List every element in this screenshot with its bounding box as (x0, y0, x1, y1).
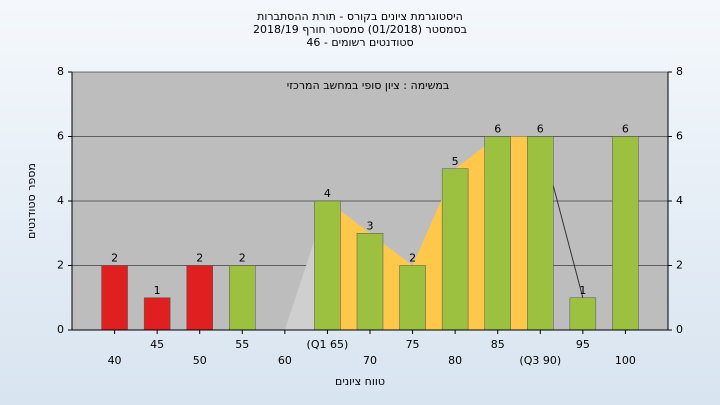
y2-tick-label: 6 (676, 130, 683, 143)
x-tick-label: 55 (235, 338, 249, 351)
data-label: 6 (537, 123, 544, 136)
data-label: 3 (367, 219, 374, 232)
chart-title: היסטוגרמת ציונים בקורס - תורת ההסתברות (257, 10, 463, 23)
data-label: 1 (154, 284, 161, 297)
x-tick-label: (Q3 90) (519, 354, 561, 367)
bar (399, 265, 426, 331)
y2-tick-label: 8 (676, 65, 683, 78)
subtitle: סטודנטים רשומים - 46 (306, 36, 413, 49)
bar (186, 265, 213, 331)
y-tick-label: 6 (57, 130, 64, 143)
data-label: 2 (111, 252, 118, 265)
x-tick-label: 50 (193, 354, 207, 367)
data-label: 2 (196, 252, 203, 265)
y-axis-label: מספר סטודנטים (25, 163, 38, 239)
x-axis-label: טווח ציונים (335, 375, 385, 388)
x-tick-label: 45 (150, 338, 164, 351)
x-tick-label: 85 (491, 338, 505, 351)
subtitle: בסמסטר (01/2018) סמסטר חורף 2018/19 (253, 23, 467, 36)
bar (356, 233, 384, 331)
y-tick-label: 4 (57, 194, 64, 207)
data-label: 6 (622, 123, 629, 136)
data-label: 6 (494, 123, 501, 136)
bar (612, 136, 639, 331)
y2-tick-label: 0 (676, 323, 683, 336)
y-tick-label: 2 (57, 259, 64, 272)
bar (527, 136, 554, 331)
y-tick-label: 8 (57, 65, 64, 78)
x-tick-label: 100 (615, 354, 636, 367)
data-label: 1 (579, 284, 586, 297)
x-tick-label: 75 (406, 338, 420, 351)
bar (229, 265, 256, 331)
bar (569, 297, 597, 331)
data-label: 2 (409, 252, 416, 265)
data-label: 5 (452, 155, 459, 168)
x-tick-label: (Q1 65) (307, 338, 349, 351)
bar (143, 297, 171, 331)
y2-tick-label: 2 (676, 259, 683, 272)
x-tick-label: 80 (448, 354, 462, 367)
y2-tick-label: 4 (676, 194, 683, 207)
annotation: במשימה : ציון סופי במחשב המרכזי (287, 79, 450, 92)
bar (441, 168, 469, 331)
bar (484, 136, 511, 331)
y-tick-label: 0 (57, 323, 64, 336)
x-tick-label: 95 (576, 338, 590, 351)
data-label: 4 (324, 187, 331, 200)
bar (314, 200, 341, 331)
x-tick-label: 70 (363, 354, 377, 367)
x-tick-label: 60 (278, 354, 292, 367)
bar (101, 265, 128, 331)
data-label: 2 (239, 252, 246, 265)
x-tick-label: 40 (108, 354, 122, 367)
